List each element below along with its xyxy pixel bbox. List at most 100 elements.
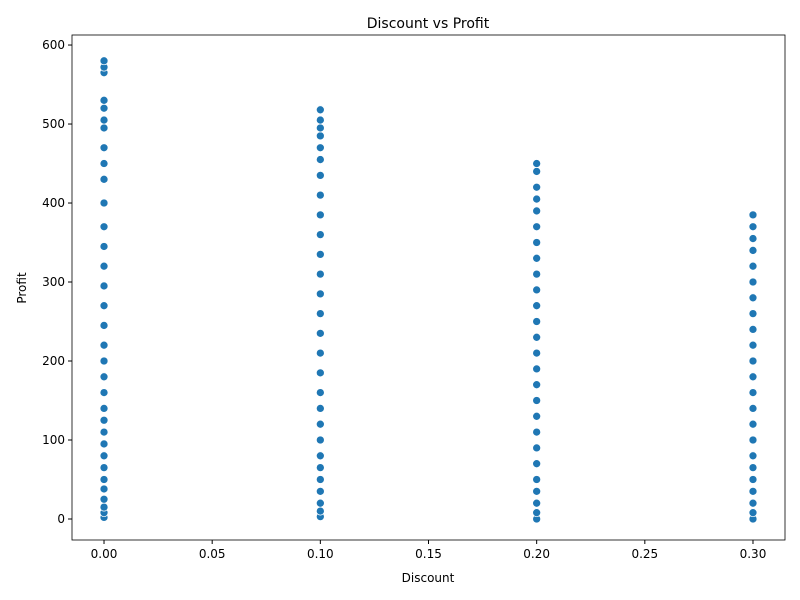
point: [748, 451, 758, 461]
point: [315, 210, 325, 220]
y-tick-label: 300: [42, 275, 65, 289]
point: [315, 115, 325, 125]
point: [532, 380, 542, 390]
point: [748, 277, 758, 287]
point: [99, 321, 109, 330]
point: [315, 475, 325, 484]
point: [99, 159, 109, 168]
point: [532, 182, 542, 192]
point: [315, 171, 325, 180]
y-tick-label: 0: [57, 512, 65, 526]
point: [532, 301, 542, 311]
x-tick-label: 0.20: [523, 547, 550, 561]
point: [99, 439, 109, 449]
y-tick-label: 100: [42, 433, 65, 447]
point: [532, 317, 542, 326]
point: [532, 332, 542, 342]
point: [748, 404, 758, 413]
point: [99, 242, 109, 251]
point: [99, 415, 109, 425]
point: [315, 348, 325, 358]
point: [99, 143, 109, 153]
point: [748, 325, 758, 334]
point: [748, 508, 758, 518]
point: [99, 494, 109, 504]
point: [532, 285, 542, 295]
point: [748, 309, 758, 318]
point: [99, 174, 109, 184]
point: [99, 222, 109, 232]
point: [99, 463, 109, 472]
point: [99, 404, 109, 413]
x-axis-label: Discount: [402, 571, 455, 585]
point: [532, 238, 542, 247]
point: [99, 388, 109, 397]
point: [748, 293, 758, 303]
point: [99, 484, 109, 494]
point: [99, 261, 109, 271]
point: [532, 427, 542, 437]
point: [748, 234, 758, 243]
point: [532, 194, 542, 204]
point: [315, 404, 325, 413]
point: [99, 502, 109, 512]
point: [315, 143, 325, 153]
point: [748, 463, 758, 472]
point: [99, 475, 109, 484]
point: [315, 105, 325, 115]
point: [748, 486, 758, 496]
point: [99, 95, 109, 105]
chart-title: Discount vs Profit: [367, 16, 490, 32]
point: [532, 269, 542, 279]
plot-frame: [71, 34, 786, 541]
point: [99, 451, 109, 461]
y-tick-label: 400: [42, 196, 65, 210]
point: [315, 155, 325, 164]
point: [532, 508, 542, 518]
point: [99, 372, 109, 382]
point: [748, 475, 758, 484]
point: [748, 372, 758, 382]
y-tick-label: 500: [42, 117, 65, 131]
point: [315, 486, 325, 496]
point: [99, 427, 109, 437]
point: [99, 198, 109, 208]
point: [315, 368, 325, 378]
point: [315, 435, 325, 445]
point: [532, 475, 542, 484]
point: [99, 115, 109, 125]
point: [99, 301, 109, 311]
point: [748, 210, 758, 220]
point: [532, 222, 542, 232]
point: [315, 309, 325, 318]
point: [315, 250, 325, 259]
point: [315, 329, 325, 338]
point: [748, 356, 758, 366]
point: [532, 411, 542, 421]
point: [315, 498, 325, 508]
x-tick-label: 0.00: [91, 547, 118, 561]
y-tick-label: 600: [42, 38, 65, 52]
point: [99, 103, 109, 113]
x-tick-label: 0.10: [307, 547, 334, 561]
point: [315, 123, 325, 133]
point: [315, 451, 325, 461]
point: [315, 419, 325, 429]
y-axis-label: Profit: [15, 272, 29, 304]
point: [748, 340, 758, 350]
point: [532, 396, 542, 405]
point: [315, 230, 325, 239]
point: [532, 253, 542, 263]
point: [532, 443, 542, 453]
point: [99, 340, 109, 350]
y-tick-label: 200: [42, 354, 65, 368]
point: [99, 123, 109, 133]
point: [748, 246, 758, 255]
point: [99, 356, 109, 366]
point: [315, 269, 325, 279]
point: [532, 167, 542, 176]
point: [532, 206, 542, 216]
point: [532, 159, 542, 168]
point: [315, 289, 325, 299]
